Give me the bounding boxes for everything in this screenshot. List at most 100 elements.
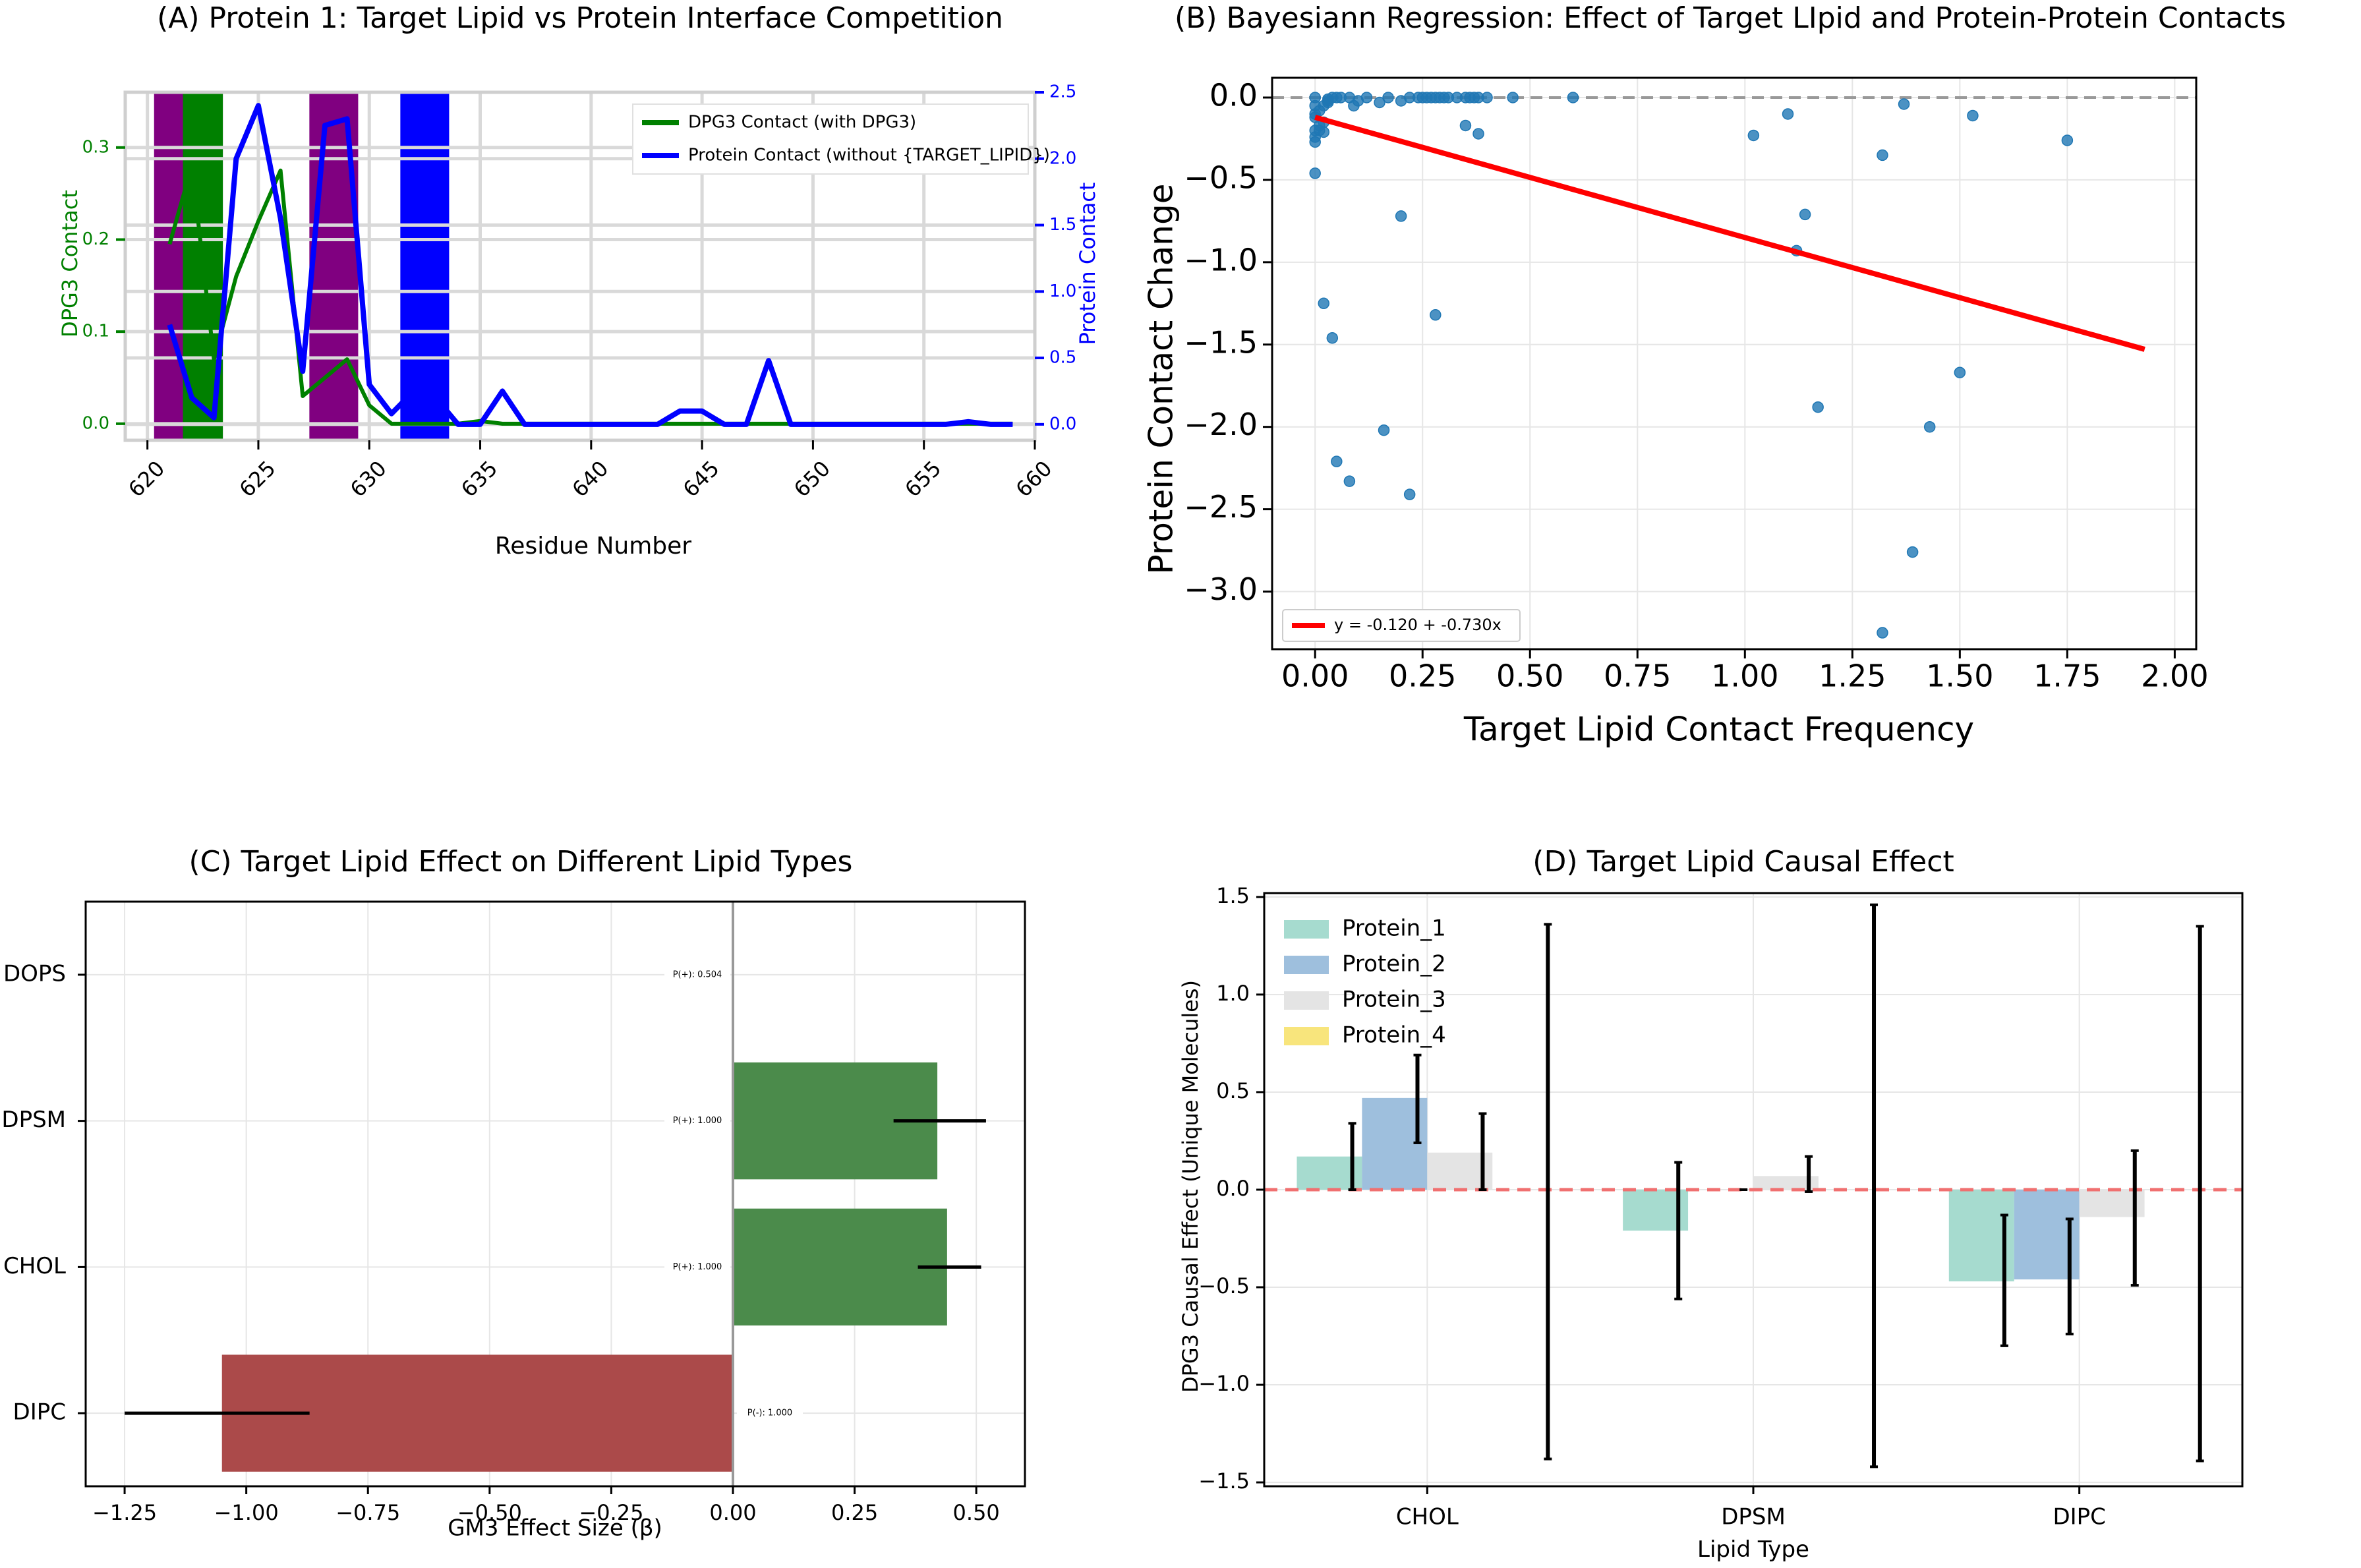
panel-a-xtick-label: 655 — [900, 456, 946, 502]
panel-a-xtick-label: 620 — [123, 456, 169, 502]
panel-c-xtick-label: −0.75 — [335, 1500, 400, 1525]
panel-d-legend-swatch-3 — [1284, 1027, 1329, 1045]
panel-b-scatter-point — [1472, 128, 1484, 140]
panel-b-scatter-point — [1343, 475, 1356, 487]
panel-c-xtick-label: 0.25 — [831, 1500, 878, 1525]
panel-c-bar — [732, 1208, 947, 1326]
panel-b-legend-label: y = -0.120 + -0.730x — [1334, 616, 1501, 634]
panel-b-ytick-label: −2.5 — [1184, 489, 1258, 525]
panel-b-scatter-point — [1877, 149, 1888, 161]
panel-c-annotation-box — [736, 1404, 803, 1423]
panel-a-xtick-label: 660 — [1011, 456, 1057, 502]
panel-b-scatter-point — [1747, 129, 1760, 142]
panel-b-legend — [1282, 609, 1521, 642]
panel-d-category-label: DPSM — [1721, 1504, 1786, 1530]
panel-b-scatter-point — [1309, 136, 1321, 148]
panel-b-ytick-label: 0.0 — [1210, 77, 1258, 113]
panel-b-xtick-label: 1.00 — [1711, 658, 1778, 694]
panel-c-xlabel: GM3 Effect Size (β) — [448, 1515, 662, 1542]
panel-b-ytick-label: −0.5 — [1184, 160, 1258, 195]
panel-c: (C) Target Lipid Effect on Different Lip… — [1, 845, 1026, 1542]
panel-a-ytick-label-left: 0.2 — [82, 229, 109, 249]
panel-b-scatter-point — [1923, 421, 1936, 433]
panel-c-frame — [84, 900, 1026, 1488]
panel-c-annotation: P(+): 1.000 — [673, 1116, 722, 1126]
panel-c-annotation-box — [664, 1258, 730, 1277]
panel-b-scatter-point — [1459, 119, 1472, 132]
panel-b-xlabel: Target Lipid Contact Frequency — [1463, 711, 1974, 749]
panel-a-xtick-label: 625 — [235, 456, 281, 502]
panel-d-legend-label: Protein_1 — [1342, 915, 1446, 942]
panel-a-ytick-label-right: 0.5 — [1049, 348, 1076, 368]
panel-a-ytick-label-left: 0.0 — [82, 413, 109, 433]
panel-b-scatter-point — [1309, 125, 1321, 136]
panel-b-scatter-point — [1395, 210, 1407, 222]
panel-b-xtick-label: 0.75 — [1604, 658, 1671, 694]
panel-d-ytick-label: −0.5 — [1198, 1273, 1250, 1298]
panel-d-ytick-label: 1.5 — [1216, 883, 1250, 908]
panel-a-ytick-label-left: 0.3 — [82, 137, 109, 157]
panel-b-scatter-point — [1567, 92, 1579, 103]
panel-a-legend-label: DPG3 Contact (with DPG3) — [688, 113, 916, 132]
panel-b-plot-area — [1272, 78, 2196, 649]
panel-b-xtick-label: 1.25 — [1819, 658, 1886, 694]
panel-d-legend-swatch-1 — [1284, 956, 1329, 974]
panel-c-annotation-box — [664, 1111, 730, 1130]
panel-a-xtick-label: 650 — [789, 456, 835, 502]
panel-b-scatter-point — [1898, 98, 1910, 110]
panel-d-title: (D) Target Lipid Causal Effect — [1532, 845, 1954, 879]
panel-b-scatter-point — [1967, 109, 1979, 122]
panel-a-ylabel-left: DPG3 Contact — [57, 190, 82, 337]
panel-b-scatter-point — [1309, 167, 1321, 179]
panel-b-scatter-point — [1799, 208, 1811, 221]
panel-d-bar — [1753, 1176, 1819, 1190]
panel-a-ytick-label-right: 1.5 — [1049, 215, 1076, 235]
panel-b-ytick-label: −1.5 — [1184, 324, 1258, 360]
panel-b: (B) Bayesiann Regression: Effect of Targ… — [1142, 1, 2287, 749]
panel-d-ytick-label: 1.0 — [1216, 981, 1250, 1006]
panel-d-xlabel: Lipid Type — [1697, 1536, 1809, 1563]
panel-a-legend-label: Protein Contact (without {TARGET_LIPID}) — [688, 146, 1050, 165]
panel-d-legend-label: Protein_3 — [1342, 987, 1446, 1013]
panel-c-annotation: P(+): 1.000 — [673, 1262, 722, 1272]
panel-a-shaded-region-3 — [400, 92, 450, 440]
panel-b-scatter-point — [1378, 424, 1390, 436]
panel-a-xlabel: Residue Number — [495, 533, 691, 560]
panel-b-scatter-point — [1374, 96, 1385, 109]
panel-b-scatter-point — [1877, 627, 1888, 639]
panel-d-legend-label: Protein_4 — [1342, 1022, 1446, 1049]
panel-b-scatter-point — [1331, 455, 1343, 467]
panel-b-scatter-point — [1326, 332, 1339, 344]
panel-a-ytick-label-right: 2.0 — [1049, 148, 1076, 168]
panel-a-xtick-label: 635 — [456, 456, 502, 502]
panel-c-annotation-box — [664, 965, 730, 984]
panel-a: (A) Protein 1: Target Lipid vs Protein I… — [57, 1, 1100, 560]
panel-d-ytick-label: 0.5 — [1216, 1078, 1250, 1103]
panel-b-scatter-point — [1382, 92, 1394, 103]
panel-c-annotation: P(+): 0.504 — [673, 970, 722, 979]
panel-d-legend-swatch-2 — [1284, 991, 1329, 1010]
panel-b-xtick-label: 2.00 — [2141, 658, 2208, 694]
panel-b-ytick-label: −2.0 — [1184, 407, 1258, 442]
panel-c-xtick-label: −0.50 — [457, 1500, 522, 1525]
panel-b-scatter-point — [1430, 309, 1442, 321]
panel-d-legend-label: Protein_2 — [1342, 951, 1446, 977]
panel-b-scatter-point — [1954, 366, 1966, 378]
panel-b-ylabel: Protein Contact Change — [1142, 183, 1180, 574]
panel-c-xtick-label: −1.25 — [92, 1500, 157, 1525]
panel-a-frame — [123, 90, 1037, 442]
panel-a-title: (A) Protein 1: Target Lipid vs Protein I… — [157, 1, 1003, 35]
panel-d-legend-swatch-0 — [1284, 920, 1329, 939]
panel-b-scatter-point — [1360, 92, 1373, 103]
panel-b-xtick-label: 0.00 — [1281, 658, 1349, 694]
panel-c-xtick-label: 0.50 — [953, 1500, 1000, 1525]
panel-d-category-label: CHOL — [1396, 1504, 1459, 1530]
panel-b-scatter-point — [1322, 95, 1334, 107]
panel-c-annotation: P(-): 1.000 — [747, 1408, 792, 1418]
panel-b-scatter-point — [1403, 488, 1416, 500]
panel-c-title: (C) Target Lipid Effect on Different Lip… — [189, 845, 853, 879]
panel-b-scatter-point — [1812, 401, 1824, 413]
panel-a-series-line-1 — [167, 103, 1013, 427]
panel-c-xtick-label: −0.25 — [579, 1500, 643, 1525]
